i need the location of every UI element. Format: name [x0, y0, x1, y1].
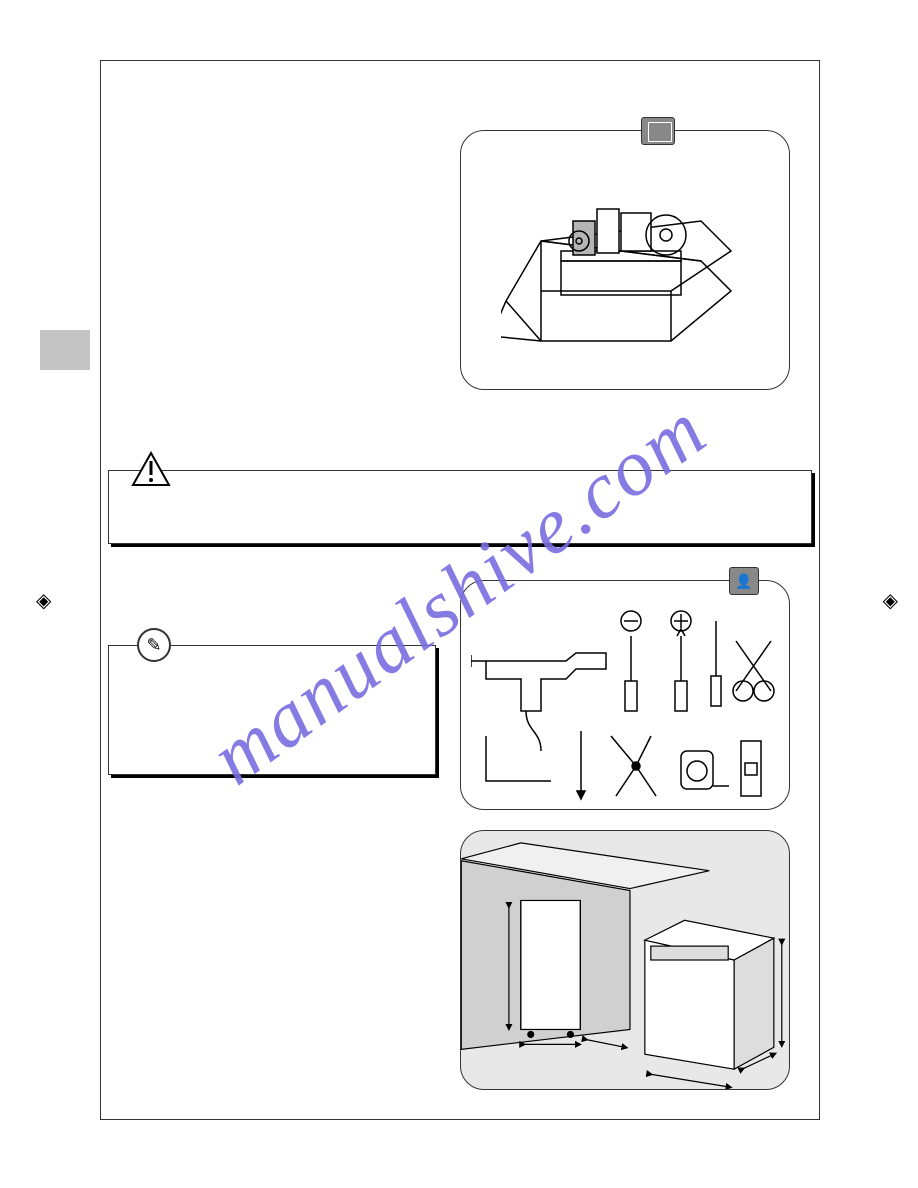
- warning-callout: [108, 470, 812, 544]
- registration-mark-right-icon: ◈: [883, 588, 898, 613]
- side-margin-tab: [40, 330, 90, 370]
- warning-triangle-icon: [131, 451, 171, 487]
- pushpin-icon: ✎: [137, 628, 171, 662]
- tools-illustration: [471, 591, 781, 801]
- box-contents-illustration: [501, 161, 751, 371]
- figure-box-contents: [460, 130, 790, 390]
- registration-mark-left-icon: ◈: [36, 588, 51, 613]
- note-callout: ✎: [108, 645, 436, 775]
- kitchen-illustration: [461, 831, 789, 1089]
- figure-kitchen-install: [460, 830, 790, 1090]
- figure-tools: 👤: [460, 580, 790, 810]
- package-box-icon: [641, 117, 675, 145]
